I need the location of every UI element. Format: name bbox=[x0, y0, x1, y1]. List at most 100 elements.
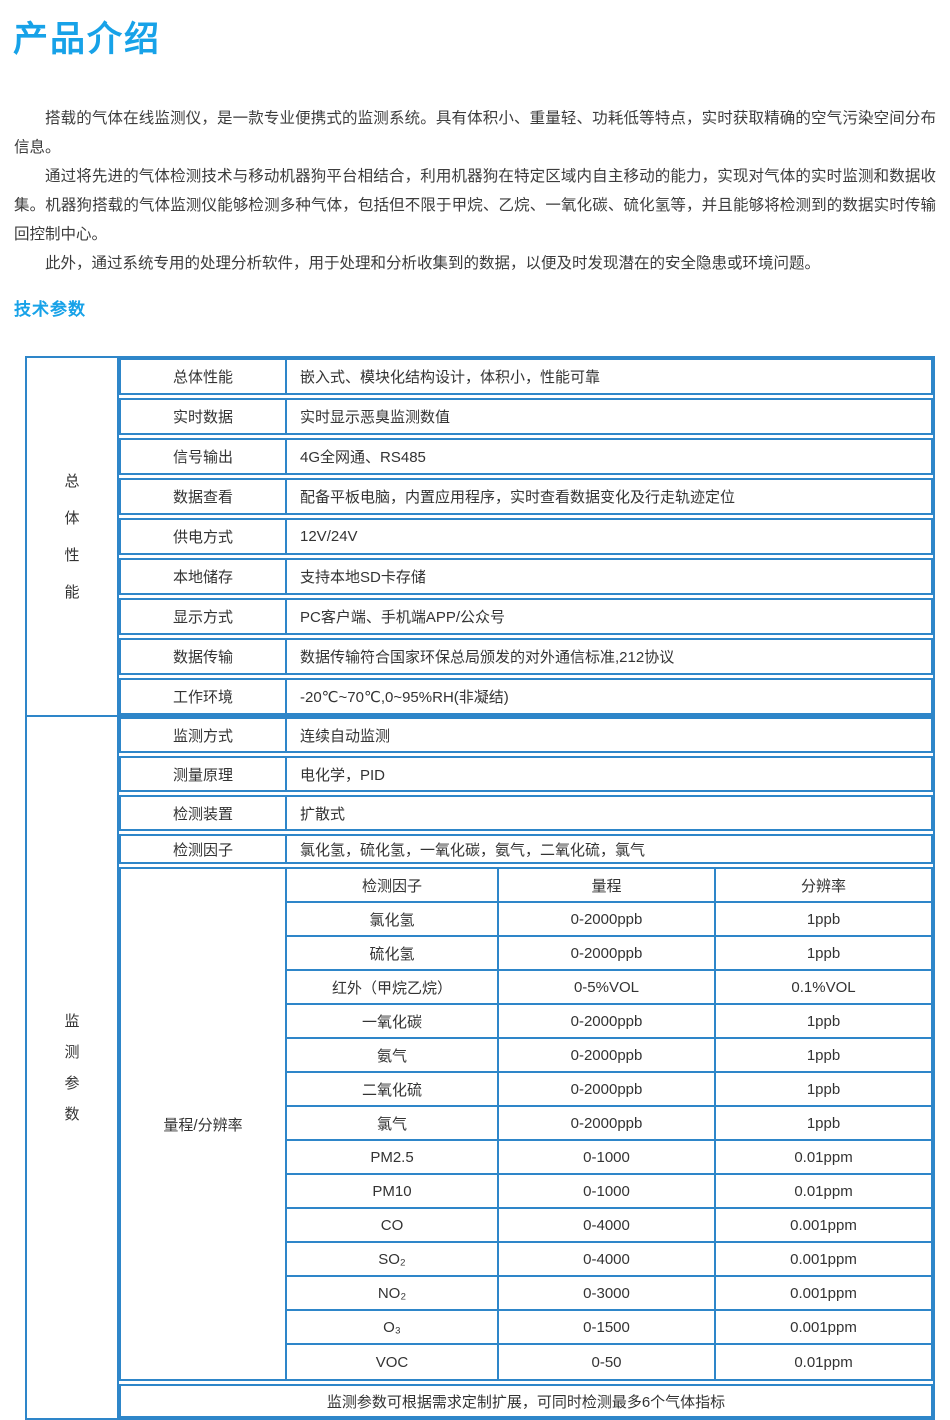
row-label: 工作环境 bbox=[121, 680, 287, 713]
table-row: 工作环境 -20℃~70℃,0~95%RH(非凝结) bbox=[119, 678, 933, 715]
intro-paragraph-1: 搭载的气体在线监测仪，是一款专业便携式的监测系统。具有体积小、重量轻、功耗低等特… bbox=[14, 110, 936, 156]
resolution-cell: 1ppb bbox=[716, 937, 931, 971]
resolution-cell: 0.001ppm bbox=[716, 1243, 931, 1277]
resolution-cell: 0.001ppm bbox=[716, 1277, 931, 1311]
range-cell: 0-4000 bbox=[499, 1243, 716, 1277]
group-label-monitoring-params: 监 测 参 数 bbox=[27, 717, 119, 1418]
factor-cell: CO bbox=[287, 1209, 499, 1243]
factor-cell: PM10 bbox=[287, 1175, 499, 1209]
table-row: 监测方式 连续自动监测 bbox=[119, 717, 933, 753]
row-label: 检测装置 bbox=[121, 797, 287, 829]
table-row: 测量原理 电化学，PID bbox=[119, 756, 933, 792]
table-row: 本地储存 支持本地SD卡存储 bbox=[119, 558, 933, 595]
table-row: 显示方式 PC客户端、手机端APP/公众号 bbox=[119, 598, 933, 635]
row-value: 数据传输符合国家环保总局颁发的对外通信标准,212协议 bbox=[300, 649, 675, 666]
range-cell: 0-2000ppb bbox=[499, 937, 716, 971]
factor-cell: SO₂ bbox=[287, 1243, 499, 1277]
factor-cell: 红外（甲烷乙烷） bbox=[287, 971, 499, 1005]
group-label-overall-performance: 总 体 性 能 bbox=[27, 358, 119, 715]
row-value: 12V/24V bbox=[300, 528, 358, 545]
range-cell: 0-2000ppb bbox=[499, 1073, 716, 1107]
customization-note-row: 监测参数可根据需求定制扩展，可同时检测最多6个气体指标 bbox=[119, 1384, 933, 1418]
row-label: 本地储存 bbox=[121, 560, 287, 593]
group-char: 参 bbox=[64, 1074, 80, 1092]
factor-cell: 氯气 bbox=[287, 1107, 499, 1141]
page-title: 产品介绍 bbox=[13, 20, 162, 59]
range-cell: 0-2000ppb bbox=[499, 903, 716, 937]
range-cell: 0-2000ppb bbox=[499, 1107, 716, 1141]
resolution-cell: 1ppb bbox=[716, 1107, 931, 1141]
row-label: 实时数据 bbox=[121, 400, 287, 433]
row-value: 电化学，PID bbox=[300, 766, 386, 784]
range-resolution-row: 量程/分辨率 检测因子 量程 分辨率 氯化氢 0-2000ppb 1ppb 硫化… bbox=[119, 867, 933, 1381]
resolution-cell: 1ppb bbox=[716, 1073, 931, 1107]
table-row: 实时数据 实时显示恶臭监测数值 bbox=[119, 398, 933, 435]
factor-cell: VOC bbox=[287, 1345, 499, 1379]
overall-performance-rows: 总体性能 嵌入式、模块化结构设计，体积小，性能可靠 实时数据 实时显示恶臭监测数… bbox=[119, 358, 933, 715]
resolution-cell: 0.01ppm bbox=[794, 1353, 853, 1371]
range-cell: 0-5%VOL bbox=[499, 971, 716, 1005]
row-label: 信号输出 bbox=[121, 440, 287, 473]
intro-paragraphs: 搭载的气体在线监测仪，是一款专业便携式的监测系统。具有体积小、重量轻、功耗低等特… bbox=[14, 104, 936, 278]
resolution-cell: 1ppb bbox=[716, 903, 931, 937]
row-value: PC客户端、手机端APP/公众号 bbox=[300, 609, 506, 626]
group-char: 总 bbox=[64, 472, 80, 490]
range-cell: 0-2000ppb bbox=[499, 1039, 716, 1073]
row-value: 氯化氢，硫化氢，一氧化碳，氨气，二氧化硫，氯气 bbox=[300, 841, 646, 859]
factor-cell: 一氧化碳 bbox=[287, 1005, 499, 1039]
range-resolution-table: 检测因子 量程 分辨率 氯化氢 0-2000ppb 1ppb 硫化氢 0-200… bbox=[287, 869, 931, 1379]
group-char: 体 bbox=[64, 509, 80, 527]
row-label: 供电方式 bbox=[121, 520, 287, 553]
resolution-cell: 0.1%VOL bbox=[716, 971, 931, 1005]
resolution-cell: 1ppb bbox=[716, 1039, 931, 1073]
row-label: 监测方式 bbox=[121, 719, 287, 751]
factor-cell: O₃ bbox=[287, 1311, 499, 1345]
section-monitoring-params: 监 测 参 数 监测方式 连续自动监测 测量原理 电化学，PID 检测装置 扩散… bbox=[27, 717, 933, 1418]
resolution-cell: 0.001ppm bbox=[716, 1209, 931, 1243]
tech-params-heading: 技术参数 bbox=[14, 300, 86, 319]
range-cell: 0-2000ppb bbox=[499, 1005, 716, 1039]
row-value: 配备平板电脑，内置应用程序，实时查看数据变化及行走轨迹定位 bbox=[300, 489, 736, 506]
table-row: 供电方式 12V/24V bbox=[119, 518, 933, 555]
row-label: 数据查看 bbox=[121, 480, 287, 513]
row-value: -20℃~70℃,0~95%RH(非凝结) bbox=[300, 689, 509, 706]
factor-cell: 二氧化硫 bbox=[287, 1073, 499, 1107]
intro-paragraph-3: 此外，通过系统专用的处理分析软件，用于处理和分析收集到的数据，以便及时发现潜在的… bbox=[45, 255, 821, 272]
range-resolution-label: 量程/分辨率 bbox=[121, 869, 287, 1379]
row-value: 支持本地SD卡存储 bbox=[300, 569, 426, 586]
table-row: 数据传输 数据传输符合国家环保总局颁发的对外通信标准,212协议 bbox=[119, 638, 933, 675]
table-row: 检测装置 扩散式 bbox=[119, 795, 933, 831]
table-row: 信号输出 4G全网通、RS485 bbox=[119, 438, 933, 475]
tech-params-table: 总 体 性 能 总体性能 嵌入式、模块化结构设计，体积小，性能可靠 实时数据 实… bbox=[25, 356, 935, 1420]
range-cell: 0-1500 bbox=[499, 1311, 716, 1345]
column-header-factor: 检测因子 bbox=[287, 869, 499, 903]
resolution-cell: 0.01ppm bbox=[716, 1141, 931, 1175]
monitoring-params-rows: 监测方式 连续自动监测 测量原理 电化学，PID 检测装置 扩散式 检测因子 氯… bbox=[119, 717, 933, 1418]
row-label: 总体性能 bbox=[121, 360, 287, 393]
group-char: 测 bbox=[64, 1043, 80, 1061]
table-row: 数据查看 配备平板电脑，内置应用程序，实时查看数据变化及行走轨迹定位 bbox=[119, 478, 933, 515]
range-cell: 0-1000 bbox=[499, 1175, 716, 1209]
row-value: 连续自动监测 bbox=[300, 727, 391, 745]
row-label: 检测因子 bbox=[121, 836, 287, 862]
row-label: 显示方式 bbox=[121, 600, 287, 633]
range-cell: 0-4000 bbox=[499, 1209, 716, 1243]
factor-cell: PM2.5 bbox=[287, 1141, 499, 1175]
table-row: 总体性能 嵌入式、模块化结构设计，体积小，性能可靠 bbox=[119, 358, 933, 395]
row-label: 测量原理 bbox=[121, 758, 287, 790]
group-char: 数 bbox=[64, 1105, 80, 1123]
resolution-cell: 0.001ppm bbox=[716, 1311, 931, 1345]
row-value: 实时显示恶臭监测数值 bbox=[300, 409, 451, 426]
table-row: 检测因子 氯化氢，硫化氢，一氧化碳，氨气，二氧化硫，氯气 bbox=[119, 834, 933, 864]
group-char: 能 bbox=[64, 583, 80, 601]
resolution-cell: 1ppb bbox=[716, 1005, 931, 1039]
column-header-range: 量程 bbox=[499, 869, 716, 903]
group-char: 性 bbox=[64, 546, 80, 564]
intro-paragraph-2: 通过将先进的气体检测技术与移动机器狗平台相结合，利用机器狗在特定区域内自主移动的… bbox=[14, 168, 936, 243]
factor-cell: 硫化氢 bbox=[287, 937, 499, 971]
row-value: 扩散式 bbox=[300, 805, 346, 823]
range-cell: 0-1000 bbox=[499, 1141, 716, 1175]
factor-cell: 氯化氢 bbox=[287, 903, 499, 937]
range-cell: 0-3000 bbox=[499, 1277, 716, 1311]
